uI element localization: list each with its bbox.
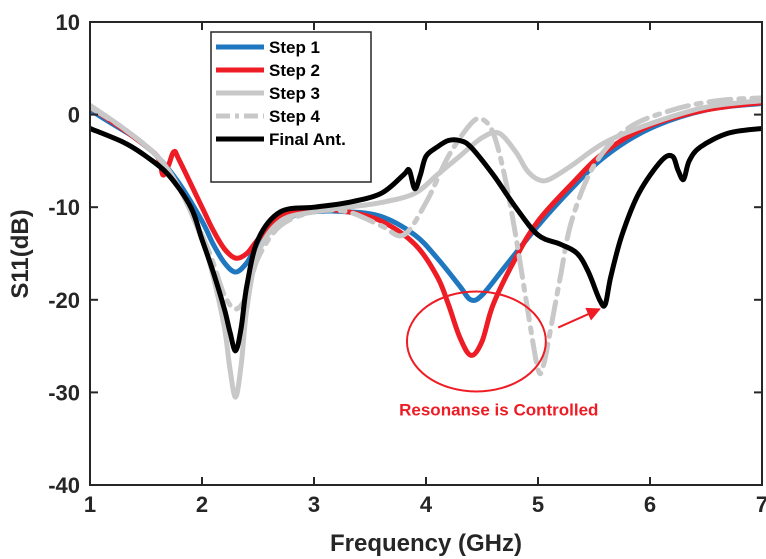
legend-box: [210, 31, 372, 183]
y-tick-label: -20: [48, 288, 80, 313]
y-tick-label: -40: [48, 473, 80, 498]
y-axis-label: S11(dB): [7, 209, 34, 298]
legend-label-step-2: Step 2: [269, 61, 320, 80]
legend-label-step-1: Step 1: [269, 38, 320, 57]
series-line-step-4: [90, 95, 762, 377]
x-tick-label: 5: [532, 492, 544, 517]
y-tick-label: -30: [48, 380, 80, 405]
legend-label-step-3: Step 3: [269, 84, 320, 103]
tick-layer: 1 2 3 4 5 6 7 10 0 -10 -20 -30 -40: [48, 10, 766, 517]
x-tick-label: 7: [756, 492, 766, 517]
y-tick-label: 10: [56, 10, 80, 35]
x-tick-label: 4: [420, 492, 433, 517]
legend-label-step-4: Step 4: [269, 107, 321, 126]
annotation-layer: Resonanse is Controlled: [399, 290, 601, 420]
plot-area: [90, 22, 762, 485]
series-line-final-ant: [90, 125, 762, 354]
y-tick-label: -10: [48, 195, 80, 220]
x-tick-label: 2: [196, 492, 208, 517]
annotation-ellipse: [405, 290, 547, 393]
annotation-arrow: [557, 307, 601, 329]
x-axis-label: Frequency (GHz): [330, 530, 522, 557]
y-tick-label: 0: [68, 103, 80, 128]
legend: Step 1 Step 2 Step 3 Step 4 Final Ant.: [210, 31, 372, 183]
x-tick-label: 3: [308, 492, 320, 517]
legend-label-final-ant: Final Ant.: [269, 130, 346, 149]
x-tick-label: 1: [84, 492, 96, 517]
series-layer: [90, 95, 762, 400]
x-tick-label: 6: [644, 492, 656, 517]
annotation-text: Resonanse is Controlled: [399, 401, 598, 420]
